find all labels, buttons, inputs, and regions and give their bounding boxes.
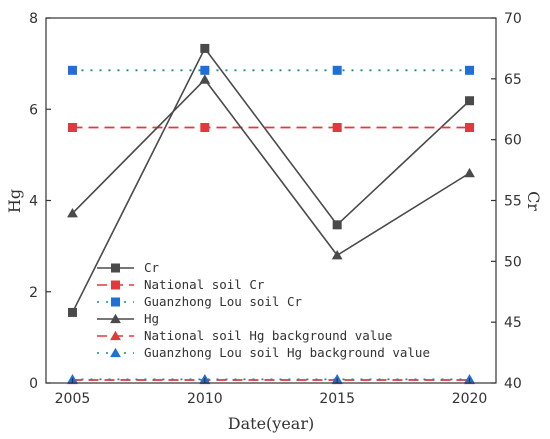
- data-point: [67, 65, 77, 75]
- right-y-tick-label: 50: [504, 254, 522, 270]
- x-tick-label: 2010: [187, 391, 223, 407]
- left-y-tick-label: 2: [29, 285, 38, 301]
- left-y-tick-label: 4: [29, 194, 38, 210]
- data-point: [465, 123, 475, 132]
- legend-marker: [111, 263, 120, 273]
- x-tick-label: 2005: [55, 391, 91, 407]
- x-tick-label: 2015: [319, 391, 355, 407]
- right-y-tick-label: 65: [504, 72, 522, 88]
- legend: Cr National soil Cr Guanzhong Lou soil Cr H…: [97, 260, 430, 360]
- legend-label: National soil Hg background value: [144, 328, 392, 343]
- data-point: [67, 307, 77, 317]
- left-y-tick-label: 6: [29, 102, 38, 118]
- data-point: [200, 43, 210, 53]
- data-point: [465, 96, 475, 106]
- right-y-tick-label: 55: [504, 194, 522, 210]
- data-point: [67, 123, 77, 132]
- legend-label: Hg: [144, 311, 159, 326]
- legend-marker: [110, 347, 121, 358]
- legend-label: Guanzhong Lou soil Hg background value: [144, 345, 430, 360]
- legend-marker: [111, 280, 120, 290]
- x-axis-title: Date(year): [228, 414, 314, 433]
- right-y-tick-label: 60: [504, 133, 522, 149]
- data-point: [332, 65, 342, 75]
- data-point: [464, 167, 475, 178]
- left-y-axis-title: Hg: [5, 189, 24, 213]
- legend-marker: [110, 330, 121, 341]
- right-y-tick-label: 40: [504, 376, 522, 392]
- series-line: [71, 46, 471, 313]
- data-point: [200, 123, 210, 132]
- data-point: [67, 207, 78, 218]
- data-point: [200, 65, 210, 75]
- legend-marker: [111, 297, 120, 307]
- right-y-tick-label: 45: [504, 315, 522, 331]
- data-point: [199, 74, 211, 84]
- legend-label: Cr: [144, 260, 160, 275]
- x-tick-label: 2020: [452, 391, 488, 407]
- data-point: [465, 65, 475, 75]
- right-y-axis-title: Cr: [524, 191, 543, 211]
- legend-marker: [110, 313, 121, 324]
- right-y-tick-label: 70: [504, 11, 522, 27]
- left-y-tick-label: 0: [29, 376, 38, 392]
- data-point: [332, 123, 342, 132]
- left-y-tick-label: 8: [29, 11, 38, 27]
- data-point: [332, 220, 342, 230]
- legend-label: Guanzhong Lou soil Cr: [144, 294, 303, 309]
- axes: 2005 2010 2015 2020 0 2 4 6 8 40 45 50 55 60 65 70: [29, 11, 522, 407]
- legend-label: National soil Cr: [144, 277, 265, 292]
- data-point: [331, 249, 343, 260]
- series-line: [71, 78, 470, 257]
